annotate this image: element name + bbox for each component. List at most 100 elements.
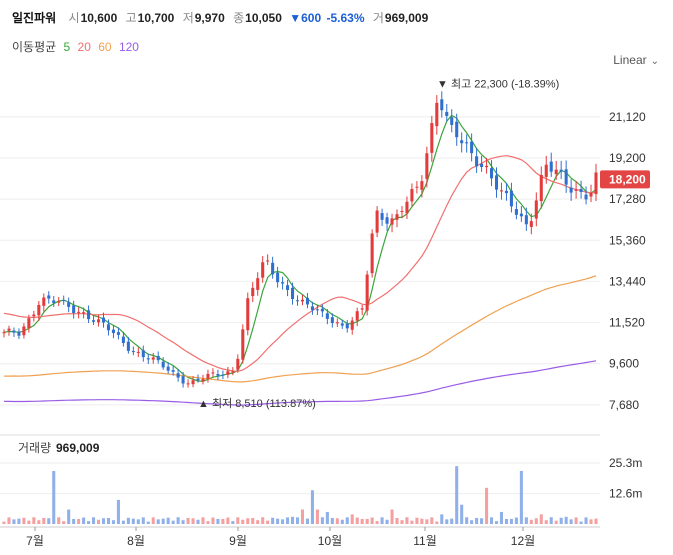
candle-body [519,213,523,217]
ma-period-5[interactable]: 5 [63,40,71,54]
candle-body [151,357,155,360]
candle-body [380,213,384,220]
candle-body [480,163,484,167]
volume-bar [181,520,185,524]
candle-body [295,300,300,302]
candle-body [211,372,215,374]
volume-bar [475,517,479,524]
volume-bar [440,514,444,524]
candle-body [529,221,533,227]
stock-name: 일진파워 [12,11,57,25]
volume-bar [320,517,324,524]
volume-bar [430,517,434,524]
candle-body [435,102,439,127]
candle-body [370,233,374,274]
volume-bar [455,466,459,524]
volume-bar [335,518,339,524]
candle-body [156,356,160,361]
volume-bar [534,518,538,524]
candle-body [176,373,180,378]
volume-bar [171,520,175,524]
x-tick-label: 9월 [229,534,247,548]
candle-body [281,282,285,284]
annotations: ▼ 최고 22,300 (-18.39%) ▲ 최저 8,510 (113.87%… [198,78,559,411]
date-axis: 7월 8월 9월 10월 11월 12월 [0,526,600,548]
volume-bar [450,518,454,524]
volume-bar [594,518,598,524]
volume-bar [106,517,110,524]
candle-body [345,323,349,329]
volume-bar [559,517,563,524]
candle-body [131,351,135,353]
candle-body [420,181,424,190]
volume-bar [574,517,578,524]
volume-bar [266,520,270,524]
volume-bar [400,520,404,524]
scale-selector-label: Linear [613,53,647,67]
volume-bar [514,517,518,524]
change-percent: -5.63% [326,11,365,25]
volume-bar [420,518,424,524]
volume-bar [380,517,384,524]
candle-body [181,376,185,384]
candle-body [12,330,16,333]
open-value: 10,600 [80,11,118,25]
volume-bar [131,518,135,524]
candle-body [256,278,260,290]
candle-body [111,329,115,334]
volume-bar [494,521,499,524]
candle-body [534,200,538,219]
candle-body [524,215,528,225]
candle-body [300,299,305,302]
y-tick-label: 13,440 [609,274,646,288]
volume-tick-label: 25.3m [609,456,642,470]
volume-bar [96,519,101,524]
candle-body [37,304,41,316]
candlesticks [2,91,598,388]
candle-body [96,319,101,323]
volume-bar [241,519,245,524]
candle-body [574,189,578,191]
volume-bar [231,521,235,524]
high-value: 10,700 [137,11,175,25]
ma-period-120[interactable]: 120 [118,40,139,54]
y-tick-label: 19,200 [609,151,646,165]
volume-bar [340,519,344,524]
candle-body [494,175,499,190]
candle-body [584,194,588,200]
candle-body [365,274,369,311]
candle-body [216,374,220,376]
candle-body [400,211,404,213]
candle-body [171,370,175,372]
scale-selector[interactable]: Linear ⌄ [613,53,659,67]
volume-bar [554,520,558,524]
ma-period-20[interactable]: 20 [77,40,91,54]
volume-bar [216,518,220,524]
volume-bar [261,517,265,524]
candle-body [186,383,190,385]
volume-bar [226,517,230,524]
volume-bar [176,517,180,524]
candle-body [325,313,329,319]
change-value: ▼600 [289,11,322,25]
volume-bar [345,517,349,524]
volume-bar [12,519,16,524]
volume-bar [276,518,280,524]
candle-body [106,324,110,331]
volume-bar [286,517,290,524]
candle-body [32,314,36,317]
ma-period-60[interactable]: 60 [98,40,112,54]
volume-bar [42,517,46,524]
current-price-label: 18,200 [609,172,646,186]
volume-bar [32,517,36,524]
volume-bar [156,519,160,524]
candle-body [116,332,120,335]
candle-body [445,111,449,117]
volume-bar [121,520,125,524]
volume-bar [519,470,523,524]
volume-bar [435,521,439,524]
volume-bar [77,518,81,524]
volume-bar [589,519,593,524]
volume-bars [0,462,600,524]
